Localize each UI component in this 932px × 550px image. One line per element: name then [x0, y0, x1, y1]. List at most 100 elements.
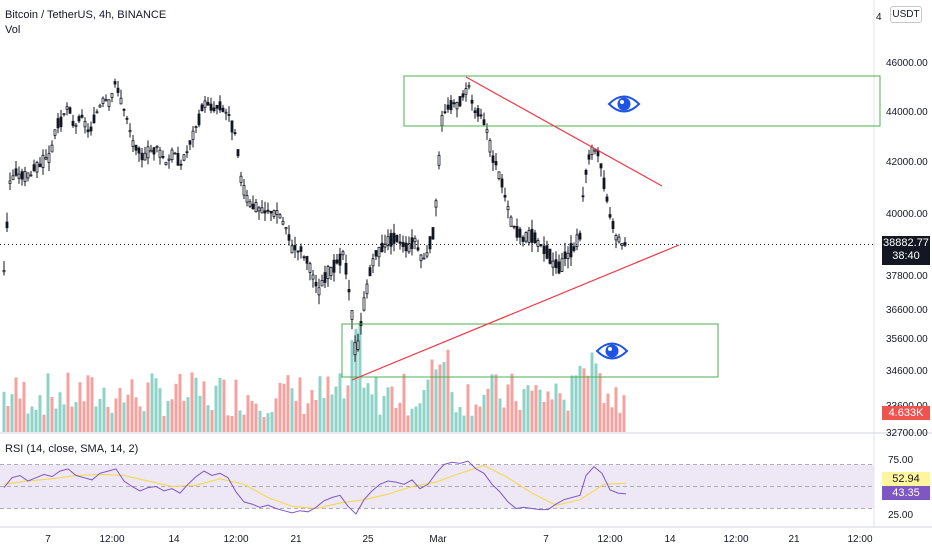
candle-body [605, 196, 609, 202]
candle-body [590, 146, 594, 155]
candle-body [26, 172, 30, 179]
volume-bar [498, 398, 502, 432]
candle-body [251, 203, 255, 209]
price-axis-tick-label: 46000.00 [886, 58, 928, 69]
volume-bar [578, 365, 582, 432]
volume-bar [330, 394, 334, 432]
candle-body [212, 107, 216, 112]
candle [332, 254, 336, 282]
candle [71, 114, 75, 128]
volume-bar [430, 359, 434, 432]
candle-body [425, 252, 429, 257]
candle-body [161, 156, 165, 158]
candle-body [149, 149, 153, 153]
volume-bar [390, 386, 394, 432]
candle-body [200, 104, 204, 112]
candle [278, 212, 282, 219]
candle-body [356, 340, 360, 350]
volume-bar [58, 392, 62, 432]
candle [224, 108, 228, 121]
candle-body [152, 147, 156, 155]
candle [593, 149, 597, 155]
volume-bar [562, 399, 566, 432]
volume-bar [142, 411, 146, 432]
eye-highlight [620, 100, 624, 104]
candle [542, 236, 546, 262]
volume-bar [602, 403, 606, 432]
candle-body [116, 87, 120, 93]
volume-bar [134, 397, 138, 432]
support-zone [341, 323, 719, 378]
candle [611, 218, 615, 233]
volume-bar [170, 399, 174, 432]
candle [179, 159, 183, 170]
candle [125, 115, 129, 125]
candle [17, 166, 21, 184]
volume-bar [138, 406, 142, 432]
candle [89, 121, 93, 136]
eye-icon [595, 342, 629, 360]
candle-body [263, 210, 267, 214]
candle-body [5, 221, 9, 229]
candle-body [308, 263, 312, 273]
candle [344, 254, 348, 280]
candle-body [89, 126, 93, 132]
candle-body [323, 272, 327, 283]
volume-bar [590, 352, 594, 432]
candle [446, 97, 450, 113]
candle [137, 146, 141, 162]
candle-body [245, 195, 249, 203]
descending-trendline [465, 76, 663, 187]
candle [104, 94, 108, 102]
volume-bar [490, 374, 494, 432]
candle-body [482, 119, 486, 125]
currency-unit-badge[interactable]: USDT [890, 6, 922, 23]
candle-body [137, 147, 141, 154]
volume-bar [114, 398, 118, 432]
candle [77, 114, 81, 124]
candle [227, 106, 231, 122]
volume-bar [158, 388, 162, 432]
candle [488, 138, 492, 158]
candle [614, 233, 618, 249]
candle-body [128, 130, 132, 133]
rsi-indicator-label: RSI (14, close, SMA, 14, 2) [5, 443, 139, 455]
candle-body [530, 228, 534, 243]
candle [482, 112, 486, 127]
rsi-axis-tick-label: 75.00 [888, 455, 913, 466]
candle [215, 104, 219, 115]
candle-body [416, 247, 420, 251]
volume-bar [234, 379, 238, 432]
symbol-title: Bitcoin / TetherUS, 4h, BINANCE [5, 9, 167, 21]
candle [350, 309, 354, 330]
candle [38, 157, 42, 168]
candle [455, 101, 459, 118]
volume-bar [14, 377, 18, 432]
volume-bar [42, 414, 46, 432]
candle [389, 229, 393, 255]
candle-body [77, 116, 81, 122]
candle [362, 291, 366, 312]
candle [527, 226, 531, 246]
volume-bar [286, 375, 290, 432]
candle [383, 234, 387, 254]
candle [335, 254, 339, 265]
candle-body [8, 180, 12, 184]
volume-bar [306, 403, 310, 432]
candle-body [119, 97, 123, 105]
eye-iris [605, 344, 619, 358]
candle-body [221, 107, 225, 112]
candle [365, 279, 369, 299]
candle-body [359, 321, 363, 326]
candle [83, 117, 87, 134]
candle [65, 102, 69, 116]
candle-body [203, 100, 207, 108]
candle-body [587, 154, 591, 160]
candle [494, 152, 498, 171]
candle-body [113, 81, 117, 85]
volume-bar [78, 382, 82, 432]
candle-body [608, 214, 612, 218]
volume-bar [270, 412, 274, 432]
candle-body [386, 236, 390, 246]
